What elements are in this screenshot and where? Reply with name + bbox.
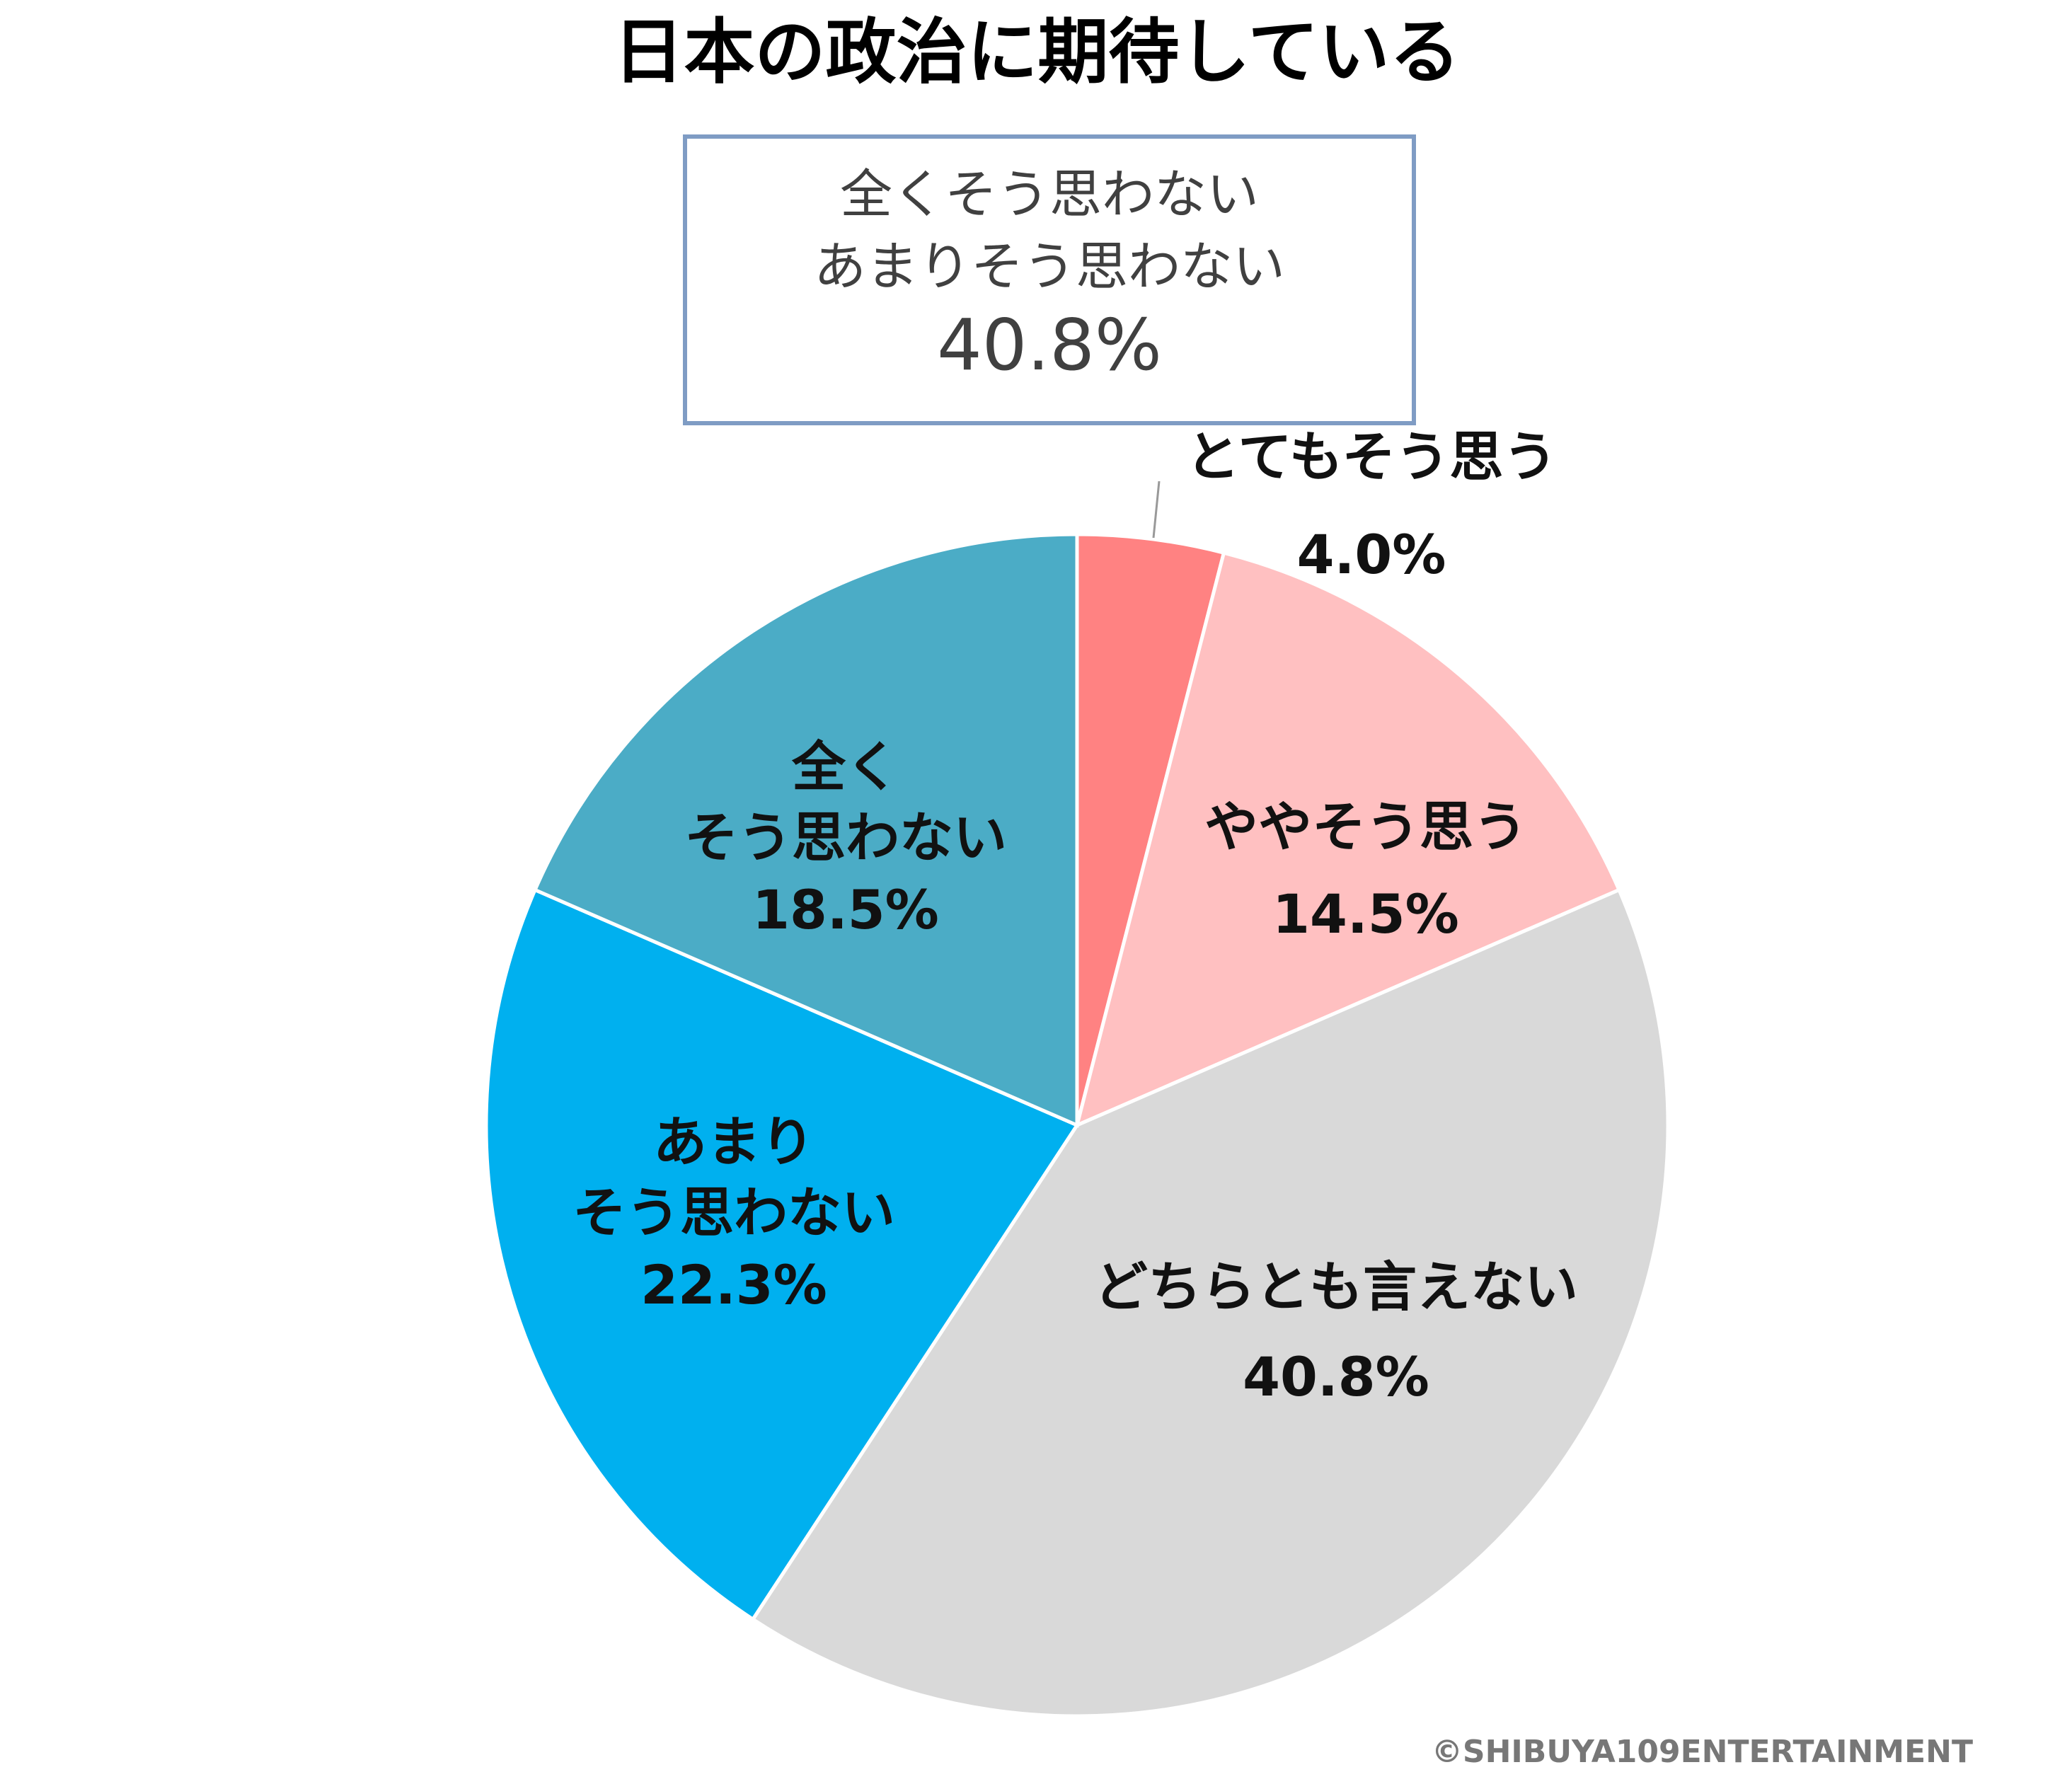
leader-line [1152,481,1161,539]
callout-line2: あまりそう思わない [814,236,1285,297]
slice-label-4-name: あまりそう思わない [572,1110,895,1244]
slice-label-5: 全くそう思わない 18.5% [684,735,1007,941]
slice-label-4-value: 22.3% [640,1253,827,1316]
chart-title: 日本の政治に期待している [614,11,1461,93]
slice-label-2-name: ややそう思う [1204,795,1527,858]
callout-border [683,134,1416,425]
slice-label-3: どちらとも言えない 40.8% [1094,1255,1578,1408]
callout-box: 全くそう思わない あまりそう思わない 40.8% [683,134,1416,425]
callout-line1: 全くそう思わない [840,164,1259,225]
slice-label-1-value: 4.0% [1297,523,1446,586]
slice-label-3-name: どちらとも言えない [1094,1255,1578,1318]
copyright-text: ©SHIBUYA109ENTERTAINMENT [1432,1734,1973,1770]
slice-label-2: ややそう思う 14.5% [1204,795,1527,945]
slice-label-2-value: 14.5% [1272,882,1459,945]
pie-slice-5 [532,532,1079,1128]
slice-label-5-value: 18.5% [752,878,939,941]
pie-slice-3 [750,887,1670,1718]
callout-value: 40.8% [937,304,1162,386]
pie-slice-4 [484,887,1080,1622]
pie-slice-2 [1074,551,1622,1129]
slice-label-1: とてもそう思う 4.0% [1186,425,1557,586]
pie-slices [484,532,1670,1718]
slice-label-3-value: 40.8% [1243,1345,1429,1408]
slice-label-4: あまりそう思わない 22.3% [572,1110,895,1316]
slice-label-5-name: 全くそう思わない [684,735,1007,869]
slice-label-1-name: とてもそう思う [1186,425,1557,488]
